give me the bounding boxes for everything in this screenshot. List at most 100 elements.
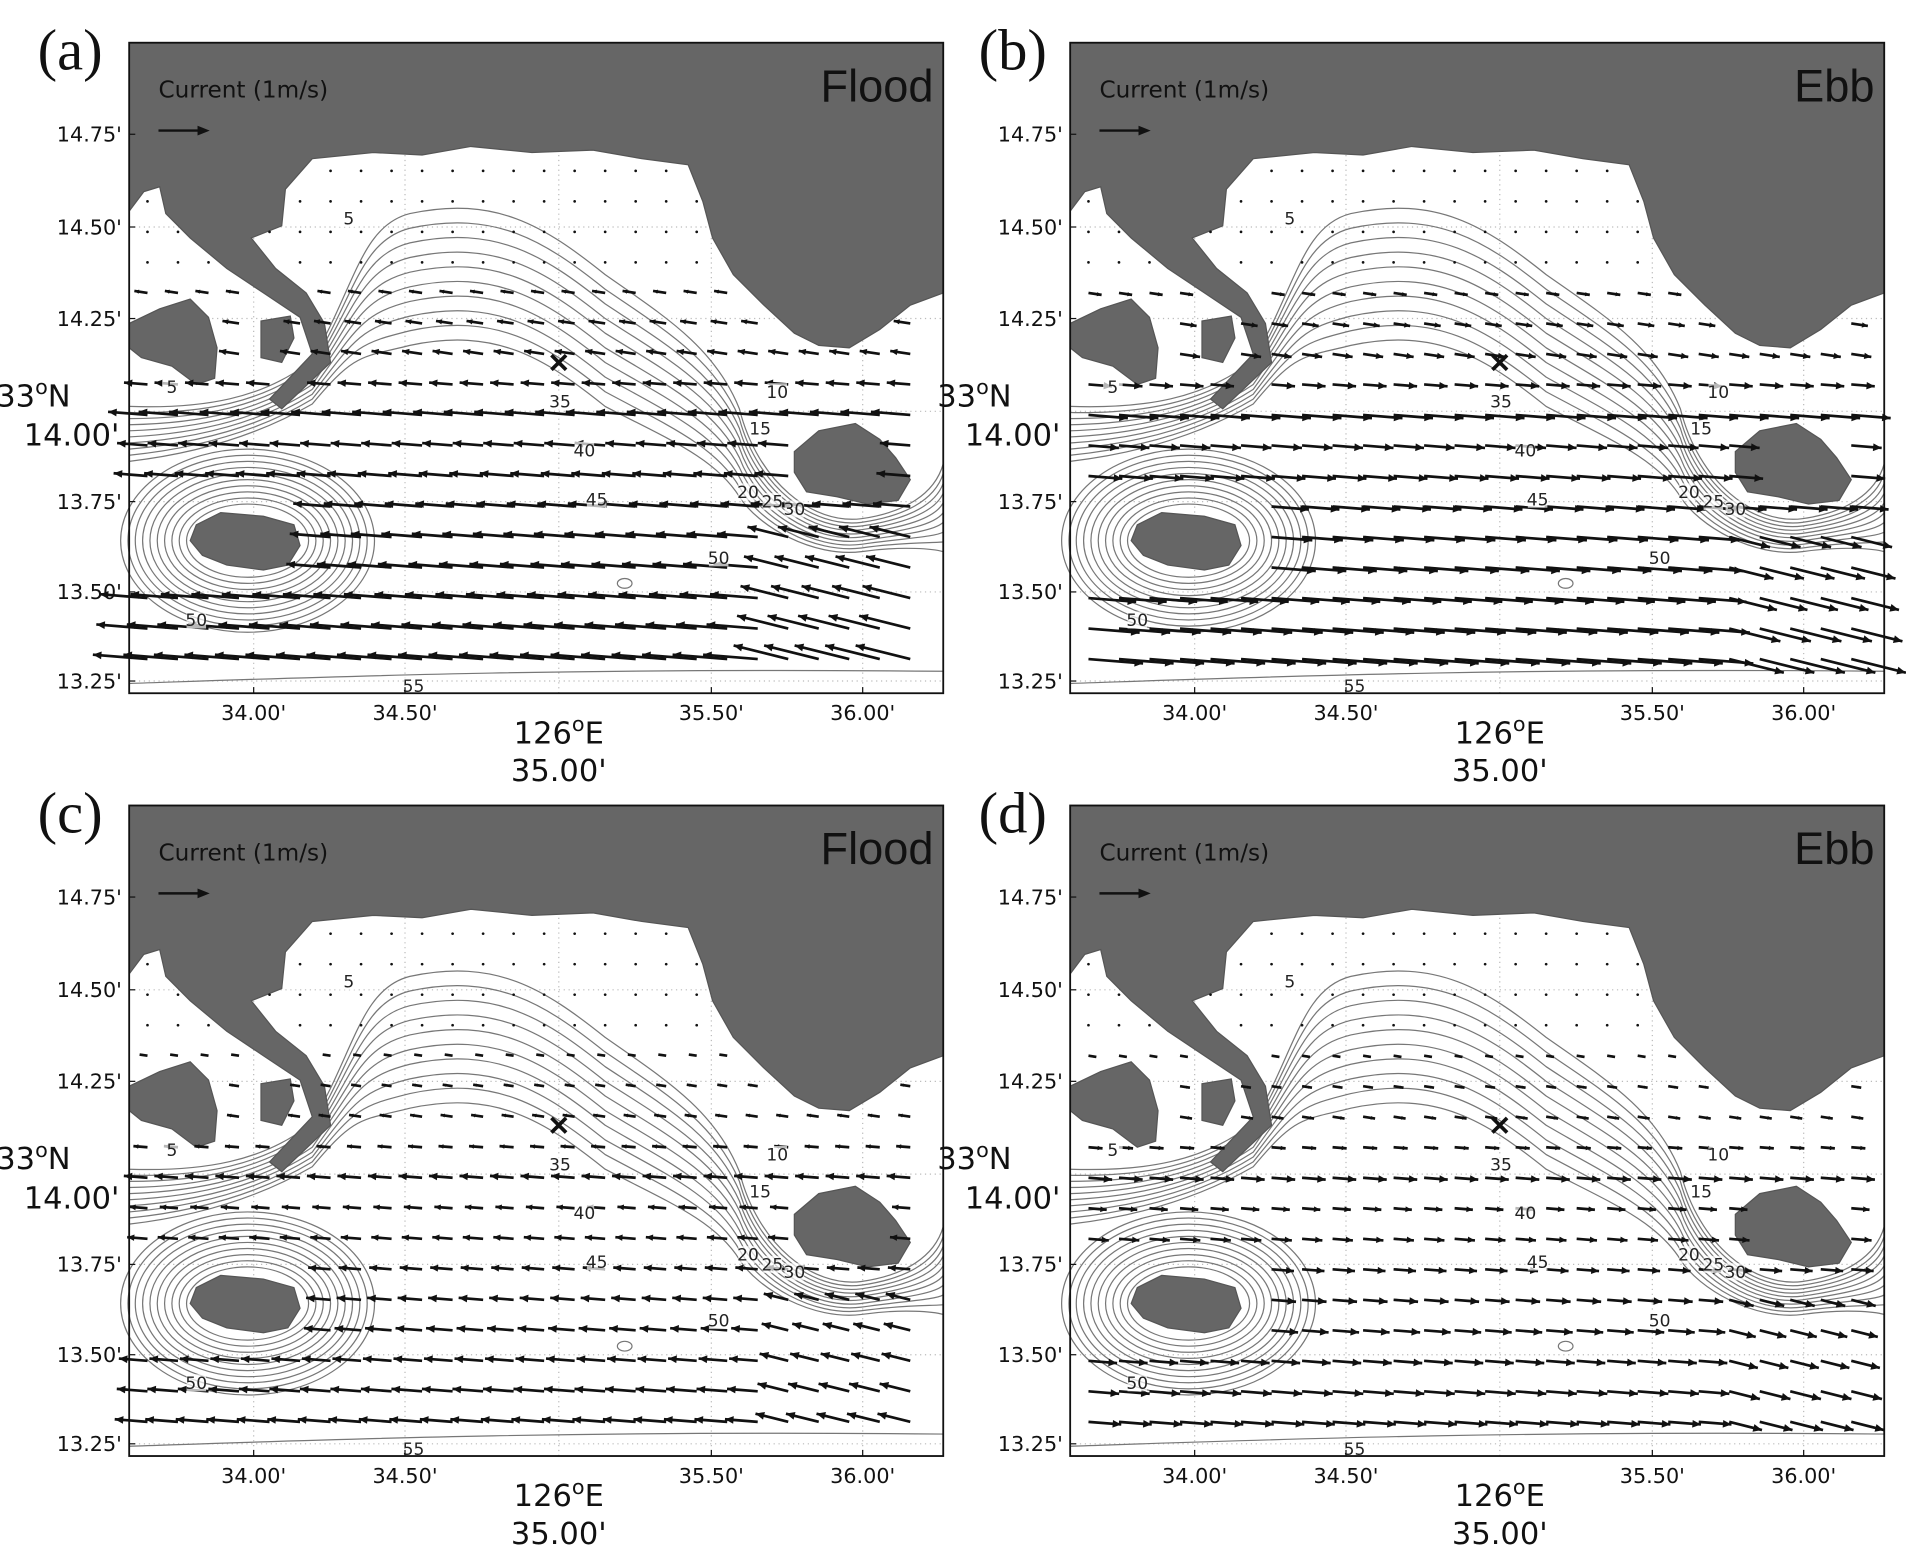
current-vector <box>1605 261 1609 264</box>
current-vector <box>1850 657 1906 675</box>
current-vector-head <box>1323 443 1333 452</box>
current-vector-head <box>1316 1266 1325 1274</box>
contour-label: 25 <box>762 493 784 513</box>
current-vector <box>1179 657 1235 665</box>
contour-label-bg <box>1127 611 1148 629</box>
y-tick-label: 13.75' <box>998 490 1063 514</box>
current-vector-head <box>381 1083 386 1087</box>
current-vector-head <box>515 1355 525 1364</box>
current-vector-head <box>859 348 868 356</box>
depth-contour <box>120 1211 376 1396</box>
current-vector <box>1544 261 1548 264</box>
contour-label: 20 <box>1678 483 1700 503</box>
current-vector-head <box>1829 1145 1835 1151</box>
land <box>260 1078 295 1126</box>
current-vector-head <box>1406 1236 1414 1244</box>
current-vector-head <box>1203 1419 1213 1428</box>
current-vector-head <box>1142 1419 1152 1428</box>
depth-contour <box>120 448 376 633</box>
y-tick-label: 13.25' <box>998 669 1063 693</box>
coordinate-degrees: 33 <box>937 379 976 414</box>
current-vector-head <box>682 560 692 569</box>
coordinate-degree-sign: o <box>572 1475 585 1499</box>
contour-label-bg <box>767 1146 788 1164</box>
current-vector-head <box>635 439 645 448</box>
current-vector <box>451 962 454 966</box>
current-vector-head <box>554 348 563 356</box>
current-vector-head <box>696 1385 706 1394</box>
current-vector <box>550 653 606 661</box>
current-vector-head <box>1530 1175 1540 1183</box>
current-vector-head <box>1531 1297 1541 1305</box>
current-vector <box>1637 657 1693 665</box>
current-vector-head <box>430 1264 439 1272</box>
current-vector <box>390 169 393 173</box>
current-vector-head <box>1438 1266 1447 1274</box>
contour-label-bg <box>1103 1141 1123 1159</box>
current-vector <box>634 261 638 264</box>
current-vector-head <box>1399 1085 1404 1089</box>
current-vector-head <box>816 1411 826 1420</box>
current-vector <box>542 962 546 966</box>
current-vector-head <box>1356 1419 1366 1428</box>
current-vector-head <box>856 1172 865 1181</box>
current-vector-head <box>367 1172 377 1181</box>
current-vector-head <box>1467 1236 1475 1244</box>
coordinate-label: 126oE <box>514 712 604 751</box>
contour-label: 10 <box>1707 383 1729 403</box>
current-vector-head <box>580 1294 590 1303</box>
current-vector <box>664 932 668 936</box>
current-vector-head <box>1406 352 1414 360</box>
current-vector-head <box>1620 1236 1628 1244</box>
current-vector <box>1544 169 1548 173</box>
current-vector-head <box>1559 1236 1567 1244</box>
current-vector-head <box>1495 322 1502 328</box>
current-vector-head <box>1852 541 1862 549</box>
current-vector <box>611 653 667 661</box>
current-vector-head <box>804 1144 810 1149</box>
depth-contour <box>129 1043 944 1302</box>
current-vector <box>298 962 302 966</box>
current-vector-head <box>886 379 896 387</box>
current-vector-head <box>1629 1389 1638 1397</box>
current-vector <box>1270 962 1273 966</box>
current-vector-head <box>591 560 601 569</box>
current-vector-head <box>1382 1358 1392 1367</box>
current-vector-head <box>1387 1419 1396 1428</box>
current-vector-head <box>398 1172 408 1181</box>
contour-label: 50 <box>1126 1374 1148 1394</box>
current-vector-head <box>149 1355 159 1364</box>
current-vector-head <box>199 408 209 417</box>
current-vector-head <box>229 1083 233 1087</box>
coordinate-degrees: 126 <box>514 1479 572 1514</box>
coordinate-hemisphere: N <box>48 1142 71 1177</box>
current-vector <box>580 653 636 661</box>
current-vector-head <box>1711 1236 1720 1244</box>
current-vector-head <box>1585 1145 1591 1151</box>
current-vector-head <box>1628 443 1638 452</box>
current-vector-head <box>1201 443 1211 452</box>
current-vector <box>146 230 149 234</box>
current-vector-head <box>665 1385 675 1394</box>
contour-label-bg <box>586 490 607 508</box>
current-vector <box>214 653 270 661</box>
current-vector-head <box>169 408 178 417</box>
current-vector-head <box>851 1351 861 1360</box>
current-vector-head <box>818 1381 829 1390</box>
current-vector-head <box>855 643 866 652</box>
coordinate-minutes: 14.00' <box>24 418 120 453</box>
current-vector <box>1422 1023 1426 1027</box>
contour-label: 5 <box>343 210 354 230</box>
current-vector-head <box>1571 474 1581 482</box>
depth-contour <box>1119 497 1258 584</box>
current-vector <box>573 169 576 173</box>
current-vector-head <box>567 500 577 509</box>
current-vector-head <box>246 379 255 387</box>
current-vector-head <box>1449 474 1458 482</box>
current-vector-head <box>601 470 611 478</box>
current-vector <box>1361 1023 1365 1027</box>
land <box>128 298 218 386</box>
current-vector-head <box>621 1144 627 1149</box>
x-tick-label: 34.50' <box>1313 1464 1378 1488</box>
current-vector-head <box>499 1144 505 1149</box>
